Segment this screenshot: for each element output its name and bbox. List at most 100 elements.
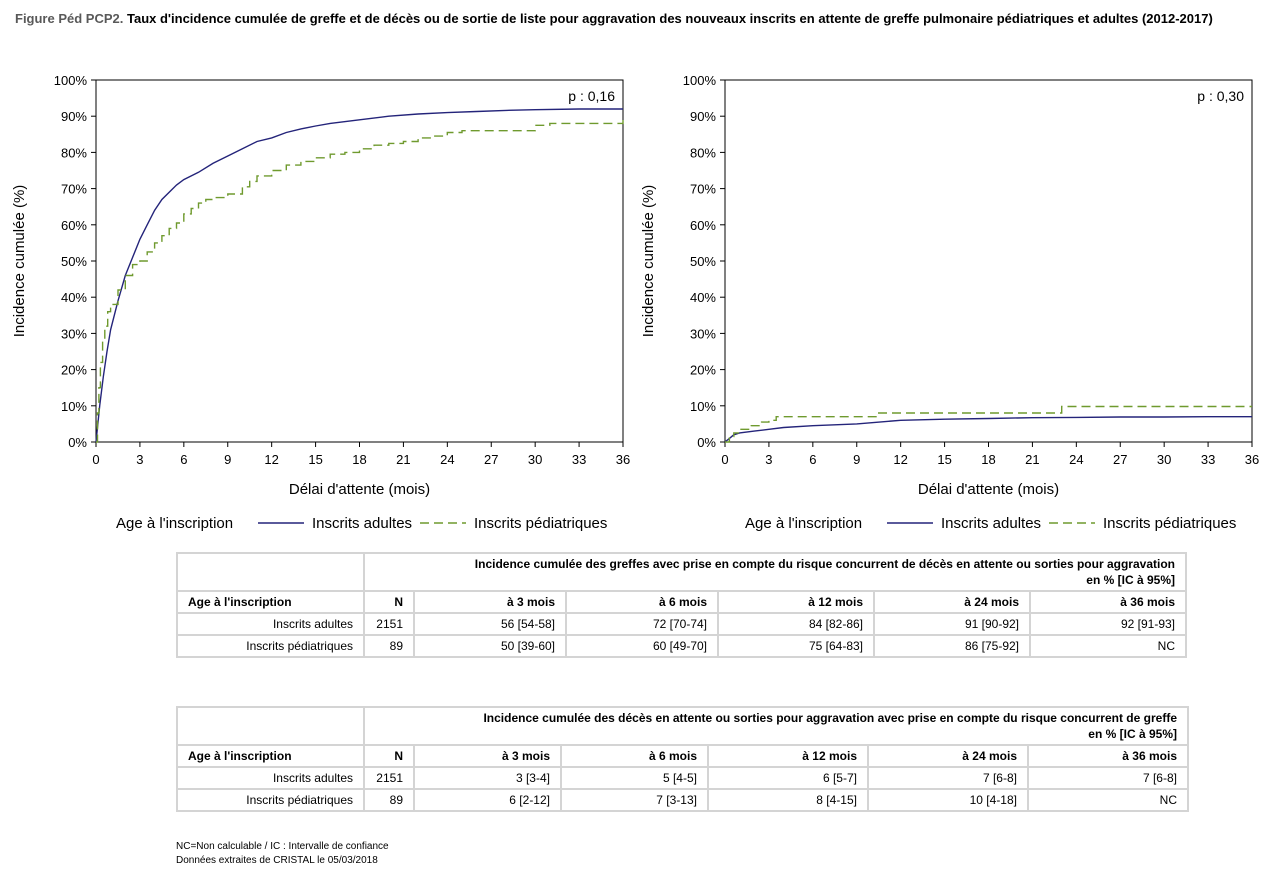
- table-unit: en % [IC à 95%]: [1088, 727, 1177, 741]
- cell-group: Inscrits pédiatriques: [176, 788, 365, 812]
- table-deces: Incidence cumulée des décès en attente o…: [176, 706, 1189, 812]
- cell-group: Inscrits adultes: [176, 766, 365, 790]
- legend-label-inscrits-pediatriques: Inscrits pédiatriques: [1103, 515, 1236, 532]
- footnote-abbreviations: NC=Non calculable / IC : Intervalle de c…: [176, 841, 389, 852]
- y-tick-label: 70%: [61, 182, 87, 197]
- y-axis-label: Incidence cumulée (%): [640, 185, 657, 338]
- table-title-cell: Incidence cumulée des greffes avec prise…: [363, 552, 1187, 592]
- cell-36m: NC: [1027, 788, 1189, 812]
- cell-6m: 5 [4-5]: [560, 766, 709, 790]
- y-tick-label: 30%: [61, 326, 87, 341]
- plot-frame: [95, 79, 624, 443]
- x-tick-label: 9: [853, 452, 860, 467]
- p-value-annotation: p : 0,30: [1197, 88, 1244, 104]
- x-axis-label: Délai d'attente (mois): [289, 481, 430, 498]
- x-tick-label: 30: [528, 452, 542, 467]
- cell-group: Inscrits adultes: [176, 612, 365, 636]
- x-tick-label: 24: [440, 452, 454, 467]
- legend-label-inscrits-adultes: Inscrits adultes: [941, 515, 1041, 532]
- y-tick-label: 40%: [61, 290, 87, 305]
- series-line-inscrits-pediatriques: [96, 116, 624, 443]
- cell-3m: 56 [54-58]: [413, 612, 567, 636]
- y-tick-label: 50%: [690, 254, 716, 269]
- legend-label-inscrits-pediatriques: Inscrits pédiatriques: [474, 515, 607, 532]
- header-12m: à 12 mois: [707, 744, 869, 768]
- x-tick-label: 3: [765, 452, 772, 467]
- cell-36m: 7 [6-8]: [1027, 766, 1189, 790]
- cell-3m: 6 [2-12]: [413, 788, 562, 812]
- cell-3m: 50 [39-60]: [413, 634, 567, 658]
- cell-24m: 91 [90-92]: [873, 612, 1031, 636]
- x-tick-label: 6: [180, 452, 187, 467]
- series-line-inscrits-adultes: [724, 416, 1252, 443]
- header-age: Age à l'inscription: [176, 744, 365, 768]
- x-tick-label: 36: [616, 452, 630, 467]
- y-tick-label: 40%: [690, 290, 716, 305]
- cell-12m: 84 [82-86]: [717, 612, 875, 636]
- x-tick-label: 0: [721, 452, 728, 467]
- y-tick-label: 100%: [54, 73, 88, 88]
- x-tick-label: 33: [572, 452, 586, 467]
- y-tick-label: 50%: [61, 254, 87, 269]
- y-tick-label: 10%: [690, 399, 716, 414]
- cell-3m: 3 [3-4]: [413, 766, 562, 790]
- y-tick-label: 100%: [683, 73, 717, 88]
- plot-frame: [724, 79, 1253, 443]
- y-tick-label: 30%: [690, 326, 716, 341]
- table-corner-cell: [176, 552, 365, 592]
- cell-12m: 8 [4-15]: [707, 788, 869, 812]
- cell-6m: 72 [70-74]: [565, 612, 719, 636]
- table-corner-cell: [176, 706, 365, 746]
- figure-label: Figure Péd PCP2.: [15, 11, 124, 26]
- x-tick-label: 12: [264, 452, 278, 467]
- y-tick-label: 20%: [61, 363, 87, 378]
- x-tick-label: 6: [809, 452, 816, 467]
- cell-36m: NC: [1029, 634, 1187, 658]
- x-tick-label: 27: [484, 452, 498, 467]
- p-value-annotation: p : 0,16: [568, 88, 615, 104]
- x-tick-label: 15: [937, 452, 951, 467]
- x-tick-label: 36: [1245, 452, 1259, 467]
- header-12m: à 12 mois: [717, 590, 875, 614]
- y-tick-label: 20%: [690, 363, 716, 378]
- header-24m: à 24 mois: [867, 744, 1029, 768]
- cell-12m: 6 [5-7]: [707, 766, 869, 790]
- cell-n: 89: [363, 788, 415, 812]
- y-tick-label: 60%: [690, 218, 716, 233]
- table-greffe: Incidence cumulée des greffes avec prise…: [176, 552, 1187, 658]
- legend-title: Age à l'inscription: [745, 515, 862, 532]
- legend-title: Age à l'inscription: [116, 515, 233, 532]
- cell-n: 89: [363, 634, 415, 658]
- cell-24m: 10 [4-18]: [867, 788, 1029, 812]
- header-6m: à 6 mois: [565, 590, 719, 614]
- header-3m: à 3 mois: [413, 590, 567, 614]
- x-tick-label: 0: [92, 452, 99, 467]
- cell-12m: 75 [64-83]: [717, 634, 875, 658]
- chart-greffe: 0%10%20%30%40%50%60%70%80%90%100%0 3 6 9 12 1…: [11, 73, 630, 532]
- x-tick-label: 21: [396, 452, 410, 467]
- x-tick-label: 9: [224, 452, 231, 467]
- chart-deces: 0%10%20%30%40%50%60%70%80%90%100%0 3 6 9 12 1…: [640, 73, 1259, 532]
- cell-6m: 60 [49-70]: [565, 634, 719, 658]
- table-unit: en % [IC à 95%]: [1086, 573, 1175, 587]
- table-title-cell: Incidence cumulée des décès en attente o…: [363, 706, 1189, 746]
- x-tick-label: 33: [1201, 452, 1215, 467]
- header-age: Age à l'inscription: [176, 590, 365, 614]
- figure-title-text: Taux d'incidence cumulée de greffe et de…: [127, 11, 1213, 26]
- footnotes: NC=Non calculable / IC : Intervalle de c…: [176, 840, 389, 868]
- y-tick-label: 90%: [61, 109, 87, 124]
- cell-group: Inscrits pédiatriques: [176, 634, 365, 658]
- header-24m: à 24 mois: [873, 590, 1031, 614]
- y-tick-label: 80%: [690, 145, 716, 160]
- cell-36m: 92 [91-93]: [1029, 612, 1187, 636]
- table-row: Inscrits adultes 2151 56 [54-58] 72 [70-…: [176, 612, 1187, 636]
- legend-label-inscrits-adultes: Inscrits adultes: [312, 515, 412, 532]
- header-36m: à 36 mois: [1029, 590, 1187, 614]
- cell-n: 2151: [363, 766, 415, 790]
- table-title: Incidence cumulée des décès en attente o…: [483, 711, 1177, 725]
- header-6m: à 6 mois: [560, 744, 709, 768]
- y-tick-label: 0%: [697, 435, 716, 450]
- x-tick-label: 18: [352, 452, 366, 467]
- y-tick-label: 60%: [61, 218, 87, 233]
- x-tick-label: 15: [308, 452, 322, 467]
